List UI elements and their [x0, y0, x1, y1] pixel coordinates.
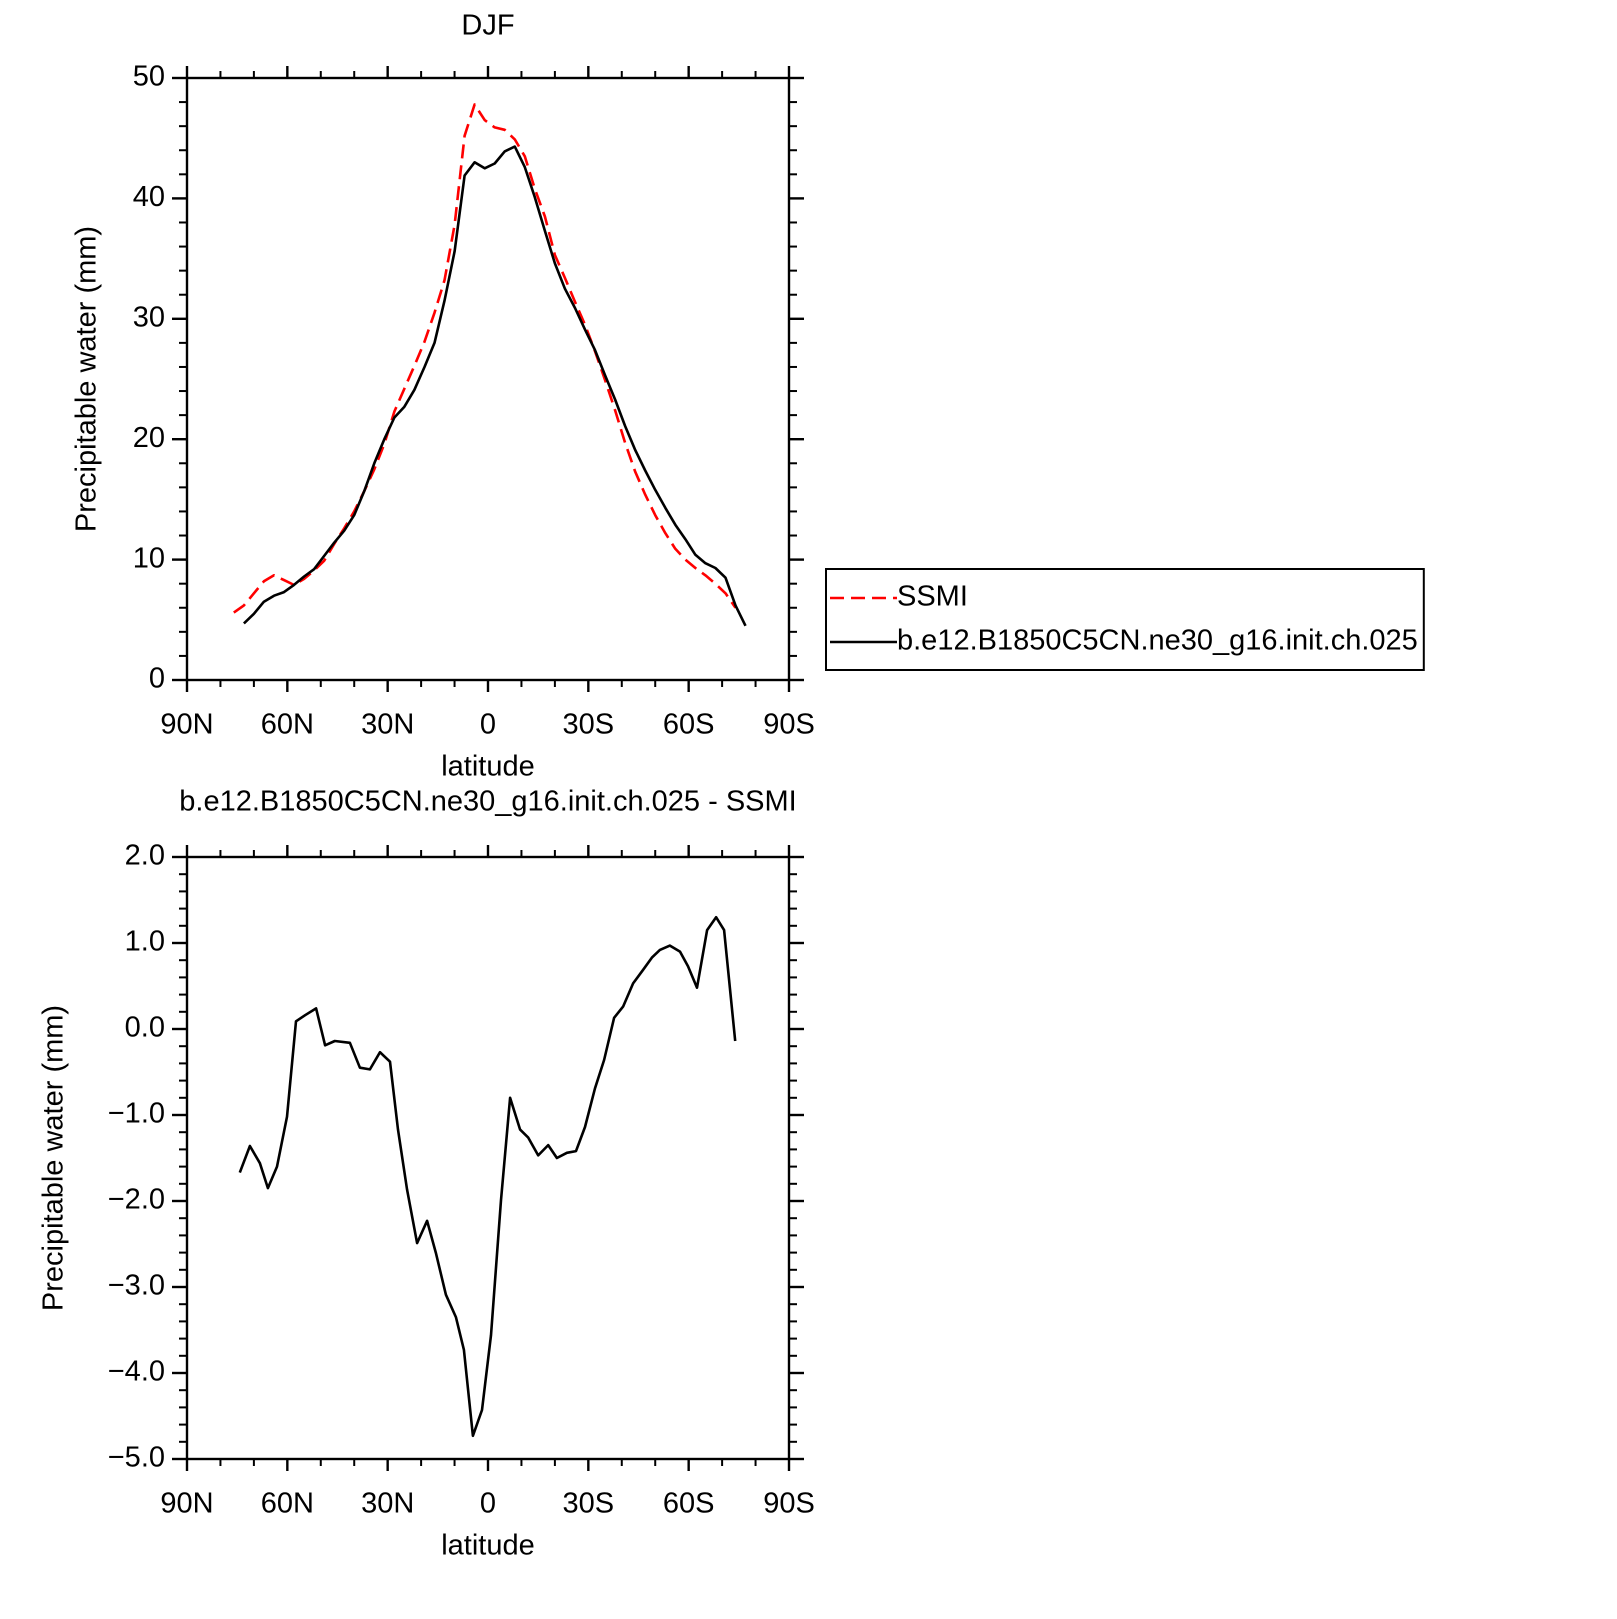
y-tick-label: 30	[133, 301, 165, 333]
y-tick-label: 10	[133, 542, 165, 574]
data-line	[242, 145, 747, 627]
y-axis-label: Precipitable water (mm)	[38, 1005, 70, 1311]
y-tick-label: 20	[133, 422, 165, 454]
legend-frame	[825, 568, 1425, 671]
legend-label: b.e12.B1850C5CN.ne30_g16.init.ch.025	[897, 625, 1418, 657]
y-tick-label: 50	[133, 61, 165, 93]
y-tick-label: −2.0	[108, 1184, 165, 1216]
x-tick-label: 0	[480, 1488, 496, 1520]
y-tick-label: 2.0	[125, 840, 165, 872]
x-tick-label: 60N	[261, 709, 314, 741]
plot-frame	[185, 76, 791, 682]
chart-title: DJF	[461, 10, 514, 42]
data-line	[238, 915, 737, 1438]
y-tick-label: −1.0	[108, 1098, 165, 1130]
y-tick-label: 40	[133, 181, 165, 213]
y-tick-label: 0.0	[125, 1012, 165, 1044]
x-axis-label: latitude	[441, 751, 535, 783]
legend: SSMI b.e12.B1850C5CN.ne30_g16.init.ch.025	[825, 568, 1425, 671]
x-axis-label: latitude	[441, 1530, 535, 1562]
y-tick-label: 0	[149, 663, 165, 695]
y-tick-label: 1.0	[125, 926, 165, 958]
y-axis-label: Precipitable water (mm)	[71, 226, 103, 532]
data-line	[233, 103, 737, 614]
x-tick-label: 60S	[663, 1488, 715, 1520]
x-tick-label: 90S	[763, 709, 815, 741]
legend-label: SSMI	[897, 581, 968, 613]
x-tick-label: 30N	[361, 1488, 414, 1520]
x-tick-label: 60S	[663, 709, 715, 741]
y-tick-label: −5.0	[108, 1442, 165, 1474]
y-tick-label: −3.0	[108, 1270, 165, 1302]
x-tick-label: 30S	[563, 709, 615, 741]
chart-title: b.e12.B1850C5CN.ne30_g16.init.ch.025 - S…	[179, 786, 796, 818]
x-tick-label: 90S	[763, 1488, 815, 1520]
x-tick-label: 60N	[261, 1488, 314, 1520]
x-tick-label: 0	[480, 709, 496, 741]
y-tick-label: −4.0	[108, 1356, 165, 1388]
x-tick-label: 90N	[160, 1488, 213, 1520]
x-tick-label: 30S	[563, 1488, 615, 1520]
x-tick-label: 90N	[160, 709, 213, 741]
x-tick-label: 30N	[361, 709, 414, 741]
